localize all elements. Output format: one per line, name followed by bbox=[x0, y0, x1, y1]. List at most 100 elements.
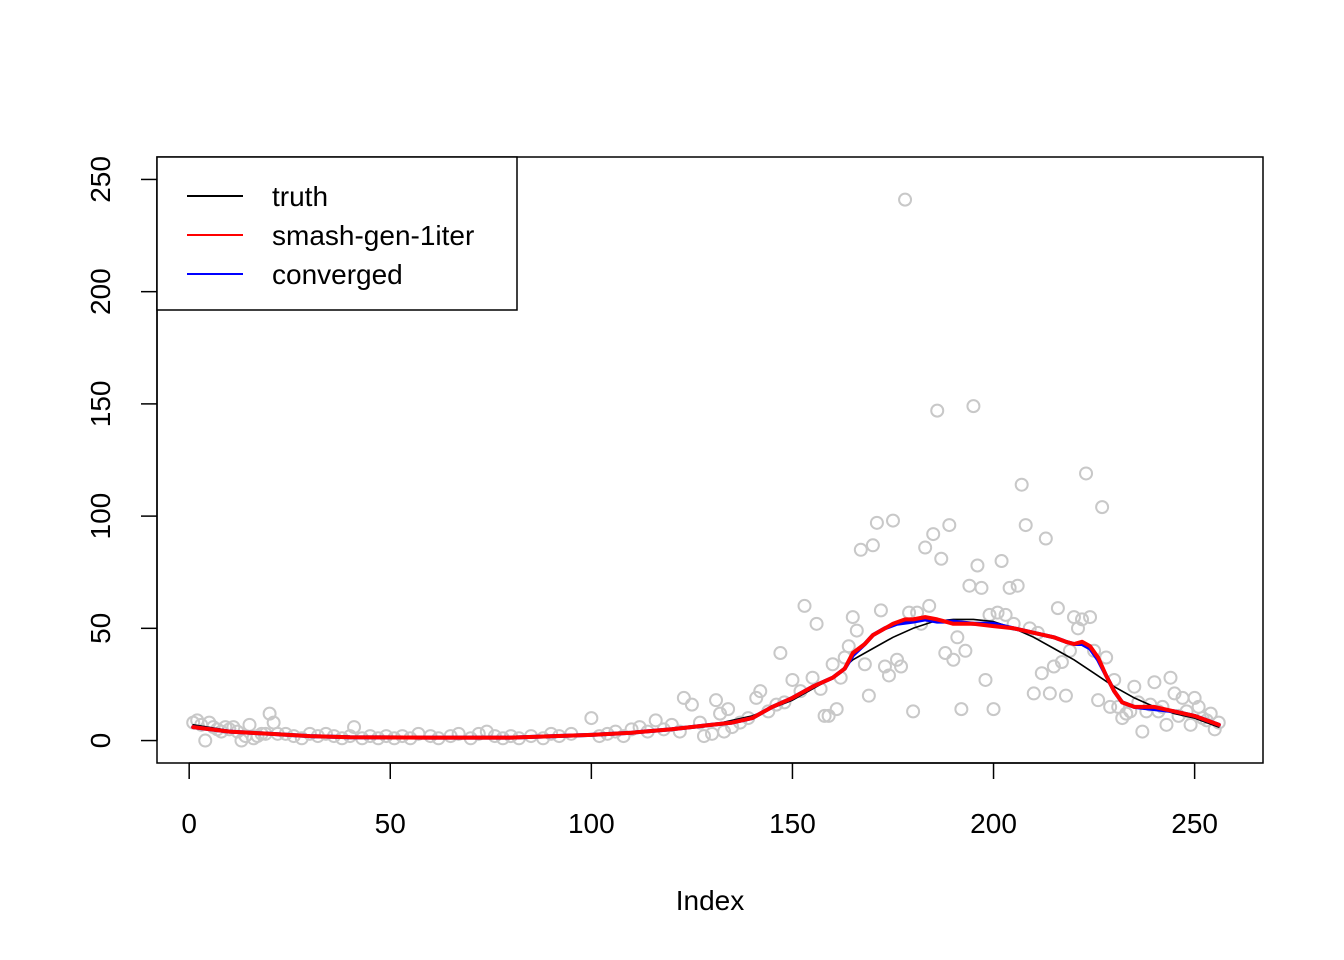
data-point bbox=[954, 702, 969, 717]
y-tick-label: 150 bbox=[85, 381, 116, 428]
data-point bbox=[692, 715, 707, 730]
data-point bbox=[1010, 578, 1025, 593]
data-point bbox=[1058, 688, 1073, 703]
data-point bbox=[998, 607, 1013, 622]
data-point bbox=[684, 697, 699, 712]
data-point bbox=[894, 659, 909, 674]
series-lines bbox=[191, 615, 1221, 740]
y-tick-label: 100 bbox=[85, 493, 116, 540]
legend-box bbox=[156, 156, 518, 311]
y-tick-label: 250 bbox=[85, 156, 116, 203]
data-point bbox=[1159, 717, 1174, 732]
data-point bbox=[785, 672, 800, 687]
y-tick-label: 0 bbox=[85, 733, 116, 749]
data-point bbox=[865, 538, 880, 553]
data-point bbox=[1135, 724, 1150, 739]
data-point bbox=[825, 657, 840, 672]
data-point bbox=[930, 403, 945, 418]
data-point bbox=[926, 527, 941, 542]
data-point bbox=[1091, 693, 1106, 708]
data-point bbox=[841, 639, 856, 654]
data-point bbox=[544, 726, 559, 741]
data-point bbox=[849, 623, 864, 638]
y-axis: 0 50 100 150 200 250 bbox=[85, 156, 158, 749]
data-point bbox=[1103, 699, 1118, 714]
data-point bbox=[676, 690, 691, 705]
data-point bbox=[946, 652, 961, 667]
data-point bbox=[717, 724, 732, 739]
data-point bbox=[1022, 621, 1037, 636]
data-point bbox=[1046, 659, 1061, 674]
data-point bbox=[797, 598, 812, 613]
data-point bbox=[709, 693, 724, 708]
y-tick-label: 50 bbox=[85, 613, 116, 644]
data-point bbox=[990, 605, 1005, 620]
data-point bbox=[1002, 580, 1017, 595]
data-point bbox=[805, 670, 820, 685]
data-point bbox=[1050, 601, 1065, 616]
data-point bbox=[1079, 466, 1094, 481]
data-point bbox=[1115, 711, 1130, 726]
data-point bbox=[994, 554, 1009, 568]
x-tick-label: 50 bbox=[375, 808, 406, 839]
data-point bbox=[861, 688, 876, 703]
data-point bbox=[1083, 610, 1098, 625]
data-point bbox=[817, 708, 832, 723]
data-point bbox=[672, 724, 687, 739]
data-point bbox=[978, 672, 993, 687]
data-point bbox=[869, 515, 884, 530]
data-point bbox=[648, 713, 663, 728]
data-point bbox=[1075, 612, 1090, 627]
data-point bbox=[584, 711, 599, 726]
data-point bbox=[773, 646, 788, 661]
data-point bbox=[845, 610, 860, 625]
legend-label-smash-gen-1iter: smash-gen-1iter bbox=[272, 220, 474, 251]
data-point bbox=[451, 726, 466, 741]
x-tick-label: 150 bbox=[769, 808, 816, 839]
data-point bbox=[942, 518, 957, 533]
data-point bbox=[1183, 717, 1198, 732]
data-point bbox=[347, 720, 362, 735]
x-tick-label: 200 bbox=[970, 808, 1017, 839]
data-point bbox=[1070, 621, 1085, 636]
data-point bbox=[958, 643, 973, 658]
x-tick-label: 250 bbox=[1171, 808, 1218, 839]
data-point bbox=[922, 598, 937, 613]
data-point bbox=[906, 704, 921, 719]
data-point bbox=[890, 652, 905, 667]
data-point bbox=[1034, 666, 1049, 681]
data-point bbox=[471, 726, 486, 741]
data-point bbox=[966, 399, 981, 414]
data-point bbox=[721, 702, 736, 717]
data-point bbox=[970, 558, 985, 573]
data-point bbox=[938, 646, 953, 661]
data-point bbox=[318, 726, 333, 741]
data-point bbox=[934, 551, 949, 566]
legend-label-converged: converged bbox=[272, 259, 403, 290]
data-point bbox=[753, 684, 768, 699]
data-point bbox=[696, 729, 711, 744]
data-point bbox=[898, 192, 913, 207]
data-point bbox=[1127, 679, 1142, 694]
data-point bbox=[1095, 500, 1110, 515]
legend-label-truth: truth bbox=[272, 181, 328, 212]
data-point bbox=[749, 690, 764, 705]
data-point bbox=[1042, 686, 1057, 701]
data-point bbox=[809, 616, 824, 631]
legend: truth smash-gen-1iter converged bbox=[156, 156, 518, 311]
x-axis: 0 50 100 150 200 250 bbox=[181, 762, 1218, 839]
data-point bbox=[857, 657, 872, 672]
data-point bbox=[1054, 655, 1069, 669]
data-point bbox=[1147, 675, 1162, 690]
data-point bbox=[1203, 706, 1218, 721]
data-point bbox=[294, 731, 309, 746]
data-point bbox=[885, 513, 900, 528]
x-axis-title: Index bbox=[676, 885, 745, 916]
data-point bbox=[1038, 531, 1053, 546]
data-point bbox=[713, 706, 728, 721]
data-point bbox=[1014, 477, 1029, 492]
data-point bbox=[1167, 686, 1182, 701]
data-point bbox=[853, 542, 868, 557]
